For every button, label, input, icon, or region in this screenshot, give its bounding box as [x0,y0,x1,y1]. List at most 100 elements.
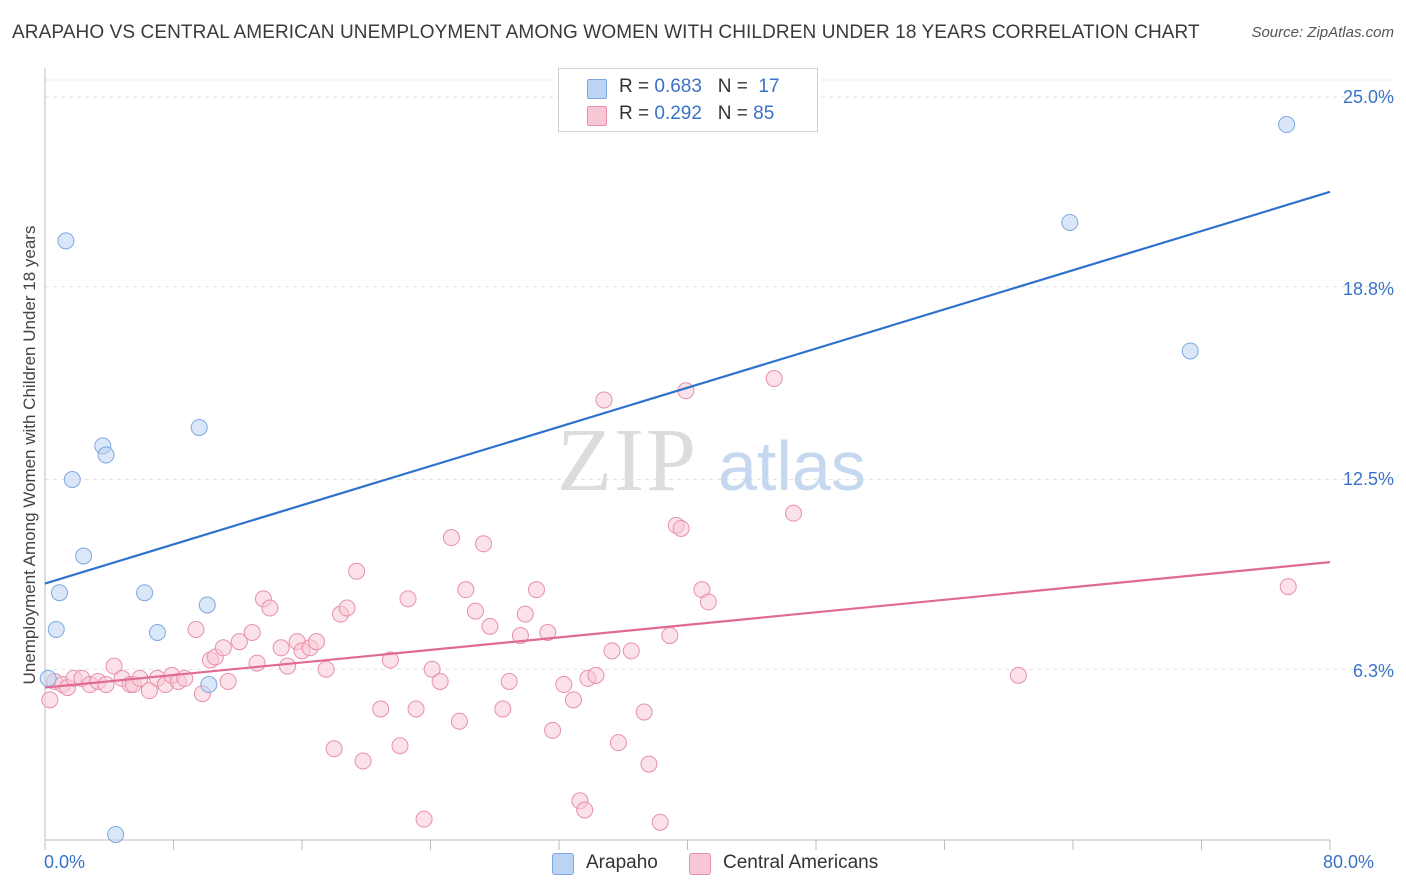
legend-swatch-central-americans [587,106,607,126]
central-americans-point [372,700,390,718]
central-americans-point [261,599,279,617]
legend-r-label: R = [619,76,655,97]
central-americans-point [1009,666,1027,684]
central-americans-point [1279,578,1297,596]
central-americans-point [494,700,512,718]
y-tick-label: 12.5% [1342,469,1394,489]
central-americans-point [564,691,582,709]
central-americans-point [105,657,123,675]
central-americans-point [97,676,115,694]
y-tick-label: 18.8% [1342,279,1394,299]
legend-swatch-arapaho [587,79,607,99]
arapaho-point [97,446,115,464]
central-americans-point [528,581,546,599]
central-americans-point [423,660,441,678]
central-americans-trend-line [44,561,1331,689]
arapaho-point [1278,116,1296,134]
central-americans-point [391,737,409,755]
bottom-legend-label-arapaho: Arapaho [586,852,658,873]
central-americans-point [511,627,529,645]
central-americans-point [555,676,573,694]
central-americans-point [672,519,690,537]
arapaho-point [75,547,93,565]
central-americans-point [431,672,449,690]
central-americans-point [544,721,562,739]
central-americans-point [230,633,248,651]
x-tick-label-min: 0.0% [44,852,86,872]
arapaho-point [107,825,125,843]
arapaho-trend-line [44,190,1331,585]
arapaho-point [1061,213,1079,231]
bottom-legend-label-central-americans: Central Americans [723,852,879,873]
central-americans-point [243,624,261,641]
legend-n-label: N = [717,103,754,124]
watermark: ZIP atlas [557,411,866,510]
gridlines [45,79,1395,670]
central-americans-point [325,740,343,758]
central-americans-point [539,624,557,641]
legend-n-value: 17 [758,76,780,97]
central-americans-point [481,617,499,635]
central-americans-point [450,712,468,730]
legend-r-value: 0.292 [654,103,702,124]
trend-lines [44,190,1331,689]
legend-r-value: 0.683 [654,76,702,97]
central-americans-point [622,642,640,660]
arapaho-point [63,471,81,488]
central-americans-point [576,801,594,819]
axes [44,68,1331,850]
arapaho-point [57,232,75,250]
arapaho-point [190,418,208,436]
central-americans-point [442,529,460,547]
y-tick-label: 25.0% [1342,87,1394,107]
central-americans-point [187,620,205,638]
central-americans-point [457,581,475,599]
central-americans-point [640,755,658,773]
correlation-legend: R = 0.683 N = 17 R = 0.292 N = 85 [558,68,818,132]
central-americans-point [272,639,290,657]
central-americans-point [140,682,158,700]
central-americans-point [765,370,783,388]
central-americans-point [587,666,605,684]
central-americans-point [381,651,399,669]
arapaho-point [47,620,65,638]
legend-n-label: N = [717,76,754,97]
central-americans-point [699,593,717,611]
central-americans-point [475,535,493,553]
bottom-legend-swatch-central-americans [689,853,711,875]
arapaho-points [39,116,1296,843]
central-americans-point [516,605,534,623]
central-americans-point [500,672,518,690]
arapaho-point [50,584,68,602]
legend-n-value: 85 [753,103,775,124]
chart-title: ARAPAHO VS CENTRAL AMERICAN UNEMPLOYMENT… [12,22,1200,43]
arapaho-point [200,676,218,694]
watermark-atlas: atlas [718,427,866,505]
central-americans-point [248,654,266,672]
central-americans-point [609,734,627,752]
central-americans-point [354,752,372,770]
central-americans-point [595,391,613,409]
central-americans-point [317,660,335,678]
central-americans-point [635,703,653,721]
central-americans-point [661,627,679,645]
central-americans-point [307,633,325,651]
central-americans-point [348,562,366,580]
central-americans-point [651,813,669,831]
chart-source: Source: ZipAtlas.com [1251,24,1394,41]
arapaho-point [136,584,154,602]
central-americans-point [399,590,417,608]
y-tick-label: 6.3% [1352,661,1394,681]
arapaho-point [148,624,166,641]
central-americans-point [219,672,237,690]
legend-r-label: R = [619,103,655,124]
arapaho-point [1181,342,1199,360]
central-americans-point [603,642,621,660]
x-tick-label-max: 80.0% [1323,852,1375,872]
central-americans-point [279,657,297,675]
arapaho-point [198,596,216,614]
central-americans-point [407,700,425,718]
central-americans-point [338,599,356,617]
central-americans-point [466,602,484,620]
